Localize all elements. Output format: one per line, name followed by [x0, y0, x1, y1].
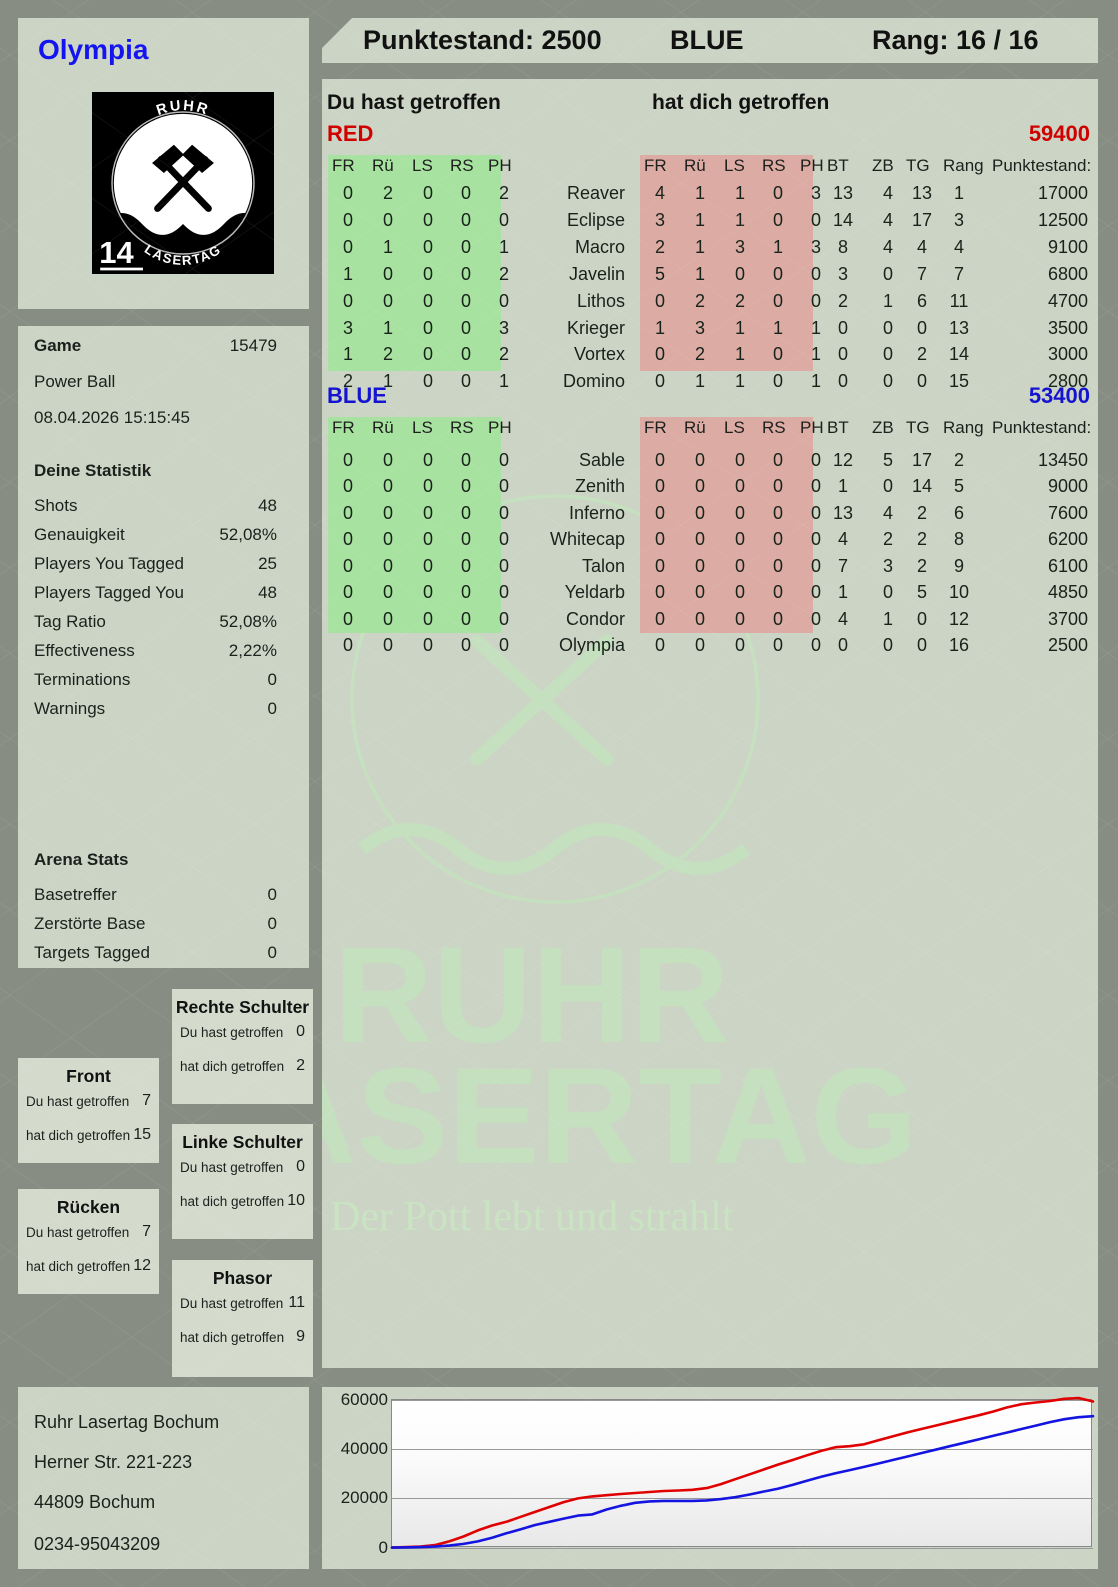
- svg-text:14: 14: [99, 235, 134, 270]
- svg-text:Der Pott lebt und strahlt: Der Pott lebt und strahlt: [330, 1194, 734, 1240]
- svg-text:LASERTAG: LASERTAG: [322, 1040, 917, 1193]
